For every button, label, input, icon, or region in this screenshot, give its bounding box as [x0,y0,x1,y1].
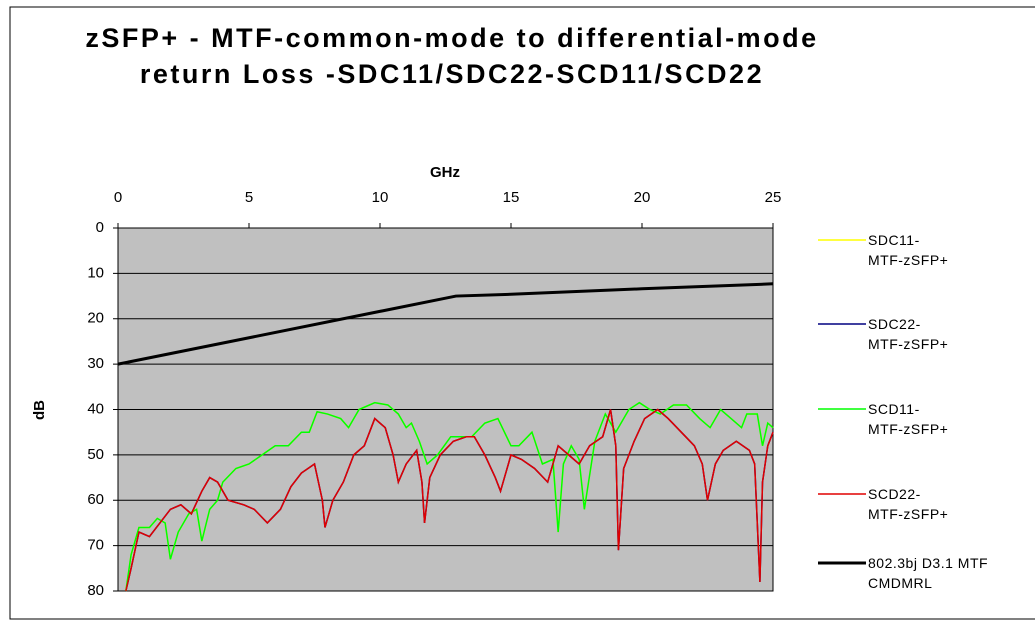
chart-title: zSFP+ - MTF-common-mode to differential-… [85,23,819,89]
series-line [125,401,774,592]
x-tick-label: 5 [245,189,253,206]
legend-entry: SDC22-MTF-zSFP+ [868,316,949,352]
y-axis-label: dB [31,400,48,420]
y-tick-label: 0 [96,219,104,236]
y-tick-label: 50 [87,446,104,463]
legend-entry: SCD22-MTF-zSFP+ [868,486,949,522]
series-line [125,408,774,592]
x-tick-label: 20 [634,189,651,206]
y-tick-label: 20 [87,310,104,327]
x-tick-label: 10 [372,189,389,206]
legend-entry: 802.3bj D3.1 MTF CMDMRL [868,555,989,591]
y-tick-label: 40 [87,400,104,417]
y-tick-label: 70 [87,537,104,554]
y-tick-label: 60 [87,491,104,508]
x-tick-label: 15 [503,189,520,206]
series-line [117,282,774,366]
frame [9,6,1035,620]
x-axis-label: GHz [430,164,460,181]
y-tick-label: 80 [87,582,104,599]
y-tick-label: 10 [87,264,104,281]
y-tick-label: 30 [87,355,104,372]
legend-entry: SDC11-MTF-zSFP+ [868,232,949,268]
x-tick-label: 25 [765,189,782,206]
legend-entry: SCD11-MTF-zSFP+ [868,401,949,437]
x-tick-label: 0 [114,189,122,206]
